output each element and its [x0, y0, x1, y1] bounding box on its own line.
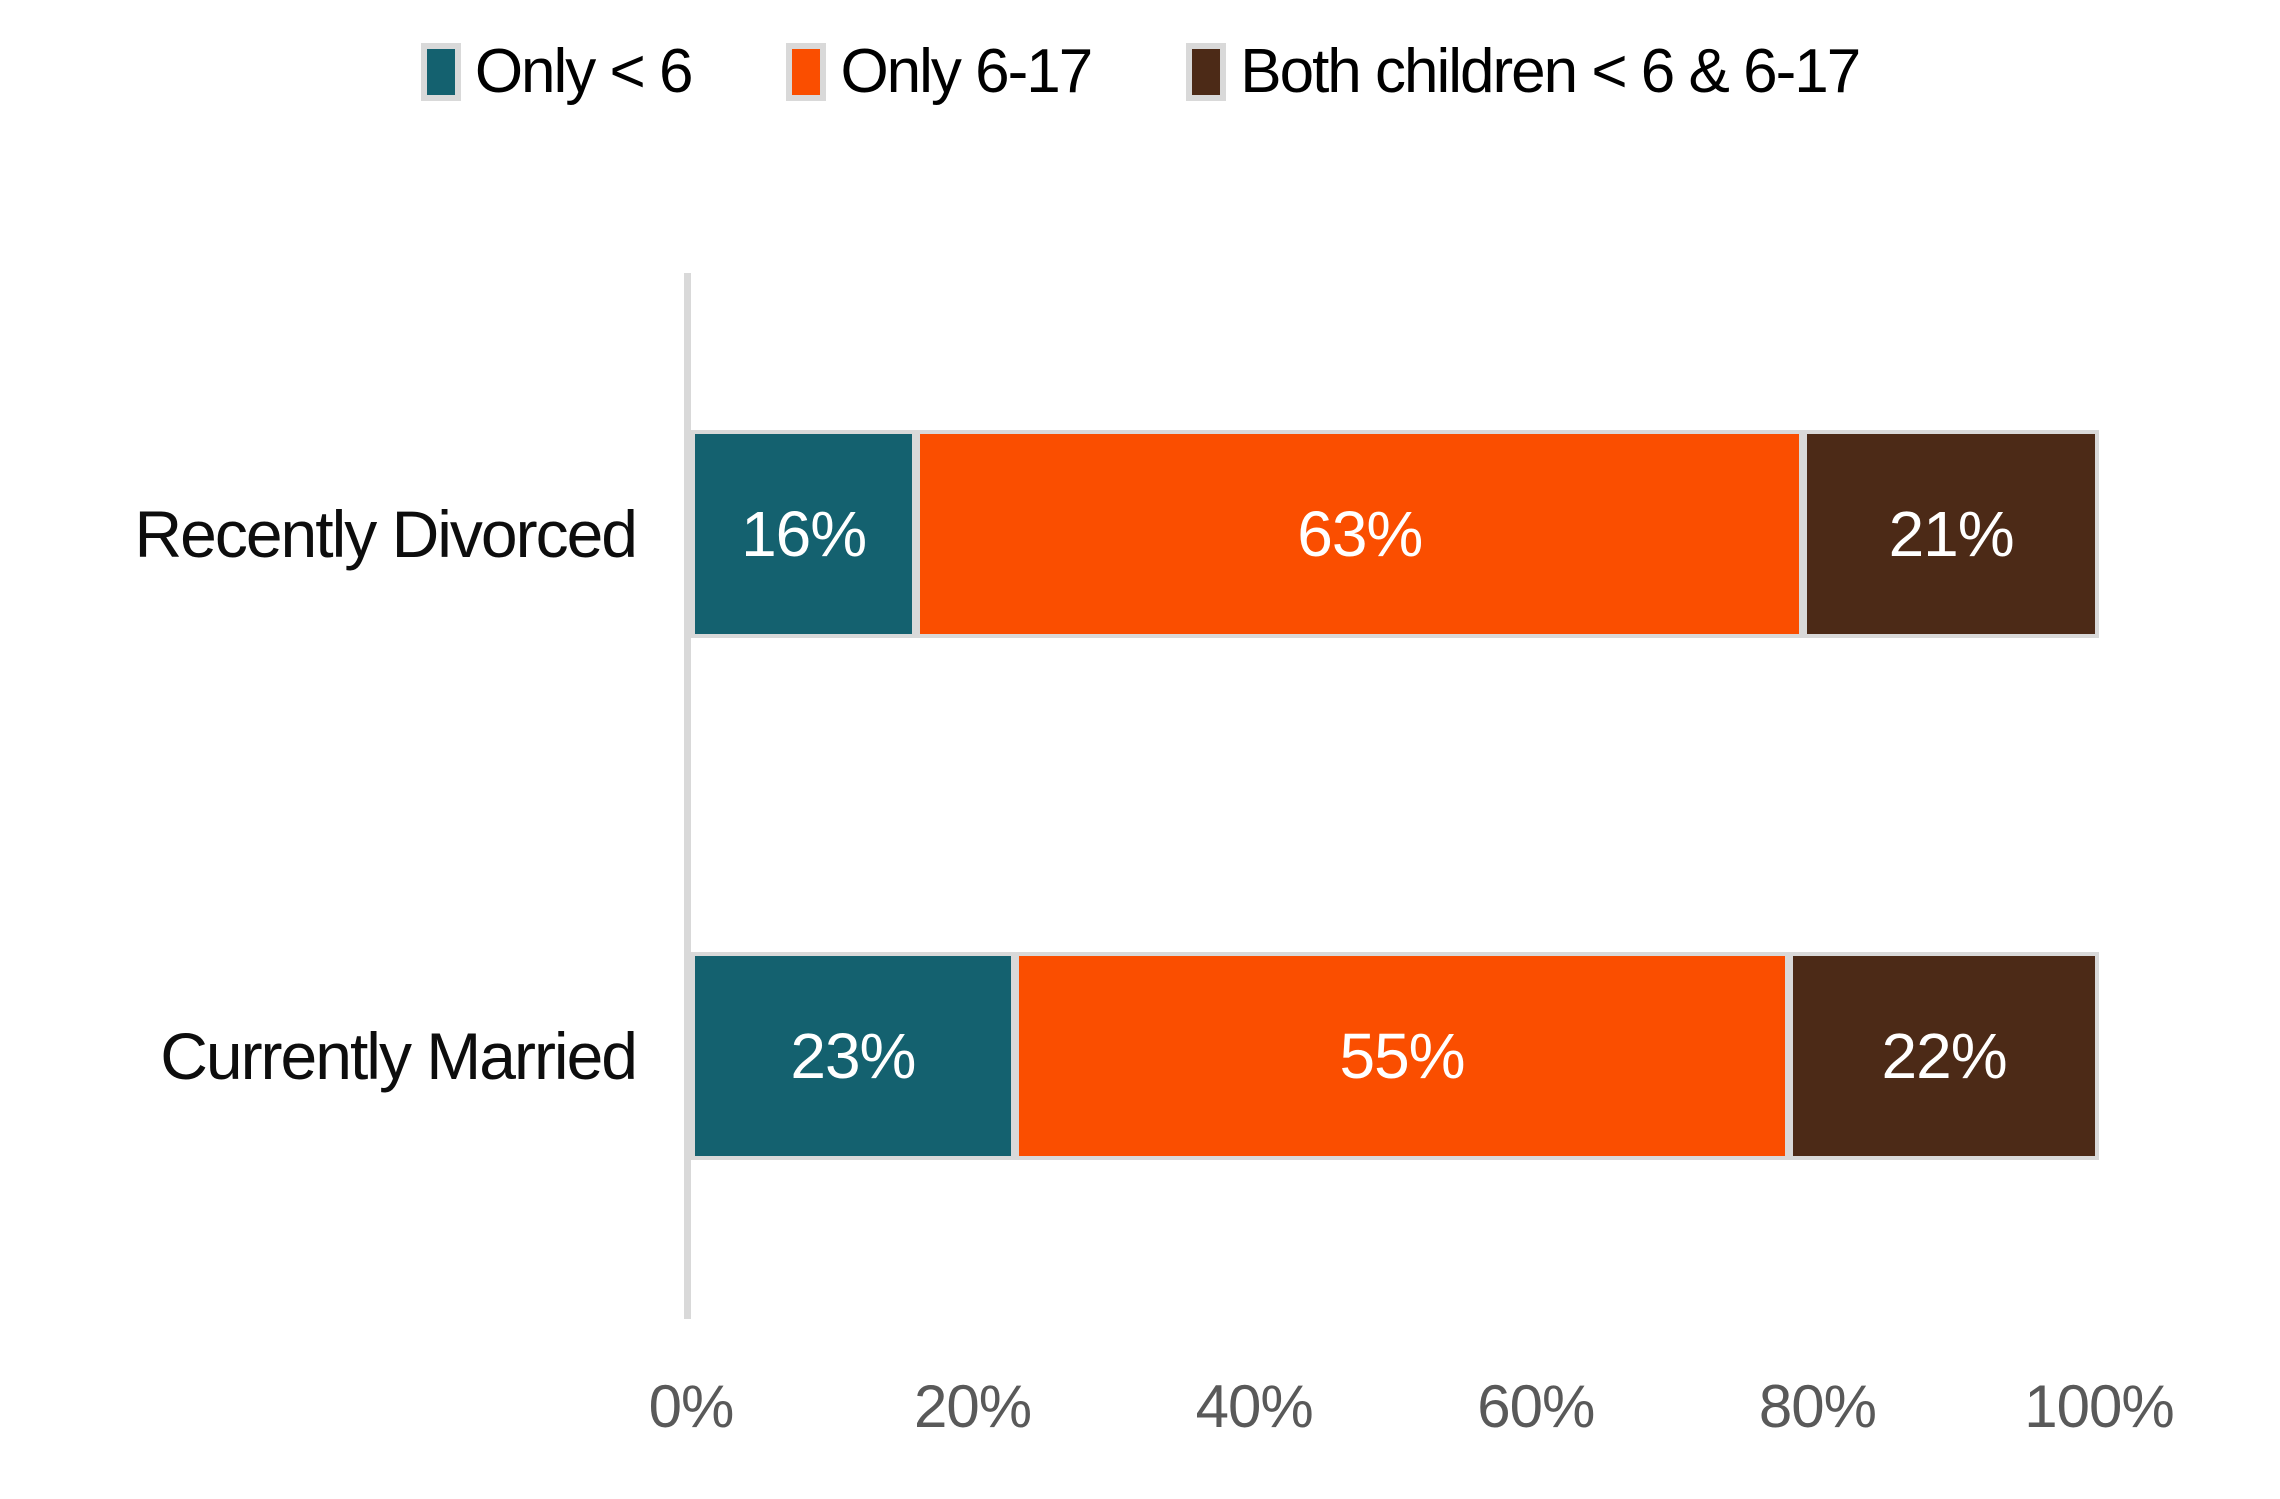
legend-label: Both children < 6 & 6-17	[1240, 37, 1861, 106]
x-axis-tick-label: 40%	[1195, 1373, 1314, 1440]
segment-data-label: 23%	[790, 1020, 916, 1092]
bar-segment: 23%	[691, 952, 1015, 1160]
x-axis-tick-label: 60%	[1477, 1373, 1595, 1440]
legend-item: Both children < 6 & 6-17	[1186, 36, 1861, 107]
legend-item: Only 6-17	[786, 36, 1093, 107]
legend-swatch-icon	[786, 42, 827, 101]
legend-label: Only < 6	[474, 37, 694, 106]
legend-swatch-icon	[420, 42, 461, 101]
chart-legend: Only < 6 Only 6-17 Both children < 6 & 6-1…	[0, 36, 2280, 107]
segment-data-label: 55%	[1339, 1020, 1465, 1092]
x-axis: 0% 20% 40% 60% 80% 100%	[649, 1372, 2175, 1452]
bar-segment: 22%	[1789, 952, 2099, 1160]
x-axis-tick-label: 0%	[648, 1373, 735, 1440]
legend-label: Only 6-17	[840, 37, 1093, 106]
bar-segment: 63%	[916, 430, 1804, 638]
legend-swatch-icon	[1186, 42, 1227, 101]
segment-data-label: 63%	[1297, 498, 1423, 570]
bar-row: 23% 55% 22%	[691, 952, 2099, 1160]
bar-row: 16% 63% 21%	[691, 430, 2099, 638]
category-label: Recently Divorced	[134, 497, 638, 571]
segment-data-label: 16%	[741, 498, 867, 570]
legend-item: Only < 6	[420, 36, 694, 107]
x-axis-tick-label: 80%	[1758, 1373, 1877, 1440]
x-axis-tick-label: 20%	[914, 1373, 1032, 1440]
bar-segment: 21%	[1803, 430, 2099, 638]
category-label: Currently Married	[160, 1019, 638, 1093]
bar-segment: 16%	[691, 430, 917, 638]
segment-data-label: 21%	[1888, 498, 2015, 570]
y-axis-line	[684, 273, 691, 1319]
x-axis-tick-label: 100%	[2024, 1373, 2174, 1440]
bar-segment: 55%	[1014, 952, 1790, 1160]
segment-data-label: 22%	[1881, 1020, 2008, 1092]
